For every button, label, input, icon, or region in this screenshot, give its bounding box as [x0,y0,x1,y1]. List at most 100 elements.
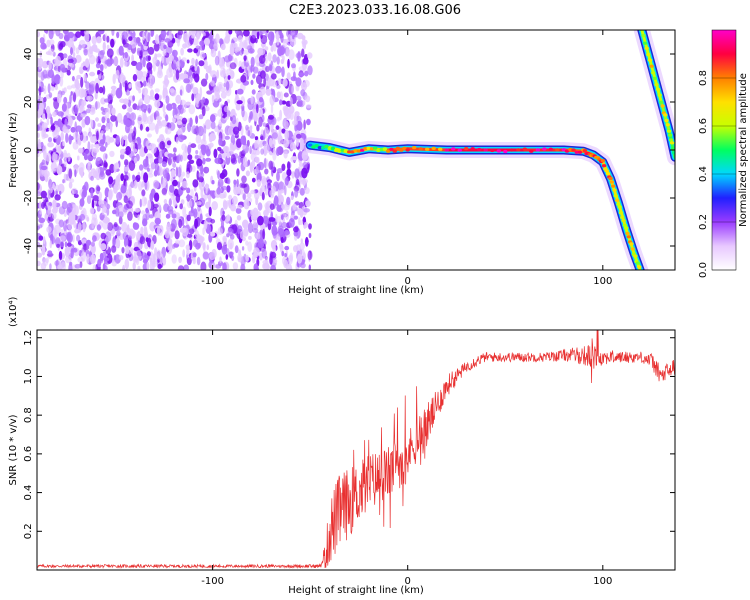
noise-blob [165,95,170,104]
noise-blob [265,88,272,96]
noise-blob [60,41,66,48]
noise-blob [215,158,221,165]
noise-blob [195,45,201,50]
noise-blob [242,156,248,168]
noise-blob [95,55,99,64]
noise-blob [156,249,161,260]
noise-blob [108,136,115,143]
signal-track-speckle [444,148,449,152]
noise-blob [275,125,280,130]
noise-blob [72,234,75,243]
noise-blob [265,65,270,73]
noise-blob [256,31,260,40]
noise-blob [82,221,86,233]
second-track-speckle [642,41,648,45]
noise-blob [229,70,235,80]
noise-blob [48,201,53,207]
noise-blob [259,86,266,96]
noise-blob [160,120,168,127]
noise-blob [47,216,51,224]
signal-track-speckle [457,148,462,152]
noise-blob [86,253,90,264]
noise-blob [159,134,165,140]
noise-blob [298,72,305,77]
noise-blob [307,65,313,76]
noise-blob [62,179,65,184]
noise-blob [102,264,108,270]
noise-blob [41,245,46,256]
noise-blob [54,74,61,85]
noise-blob [262,259,269,265]
noise-blob [219,63,225,70]
noise-blob [37,57,41,66]
noise-blob [236,179,239,188]
noise-blob [306,118,311,126]
noise-blob [81,191,85,200]
noise-blob [304,238,309,244]
noise-blob [270,31,275,43]
noise-blob [288,49,295,61]
noise-blob [54,194,61,201]
noise-blob [195,201,202,206]
noise-blob [100,243,107,251]
spectrogram-y-tick-label: 20 [23,96,34,109]
noise-blob [147,107,151,113]
noise-blob [210,49,217,58]
noise-blob [118,255,124,261]
noise-blob [290,37,297,47]
noise-blob [280,32,284,43]
snr-y-ticks: 0.2 0.4 0.6 0.8 1.0 1.2 [23,330,675,539]
noise-blob [196,32,201,40]
noise-blob [43,74,50,79]
noise-blob [63,96,68,104]
noise-blob [96,205,101,212]
signal-track-speckle [626,235,631,239]
second-track-speckle [668,138,674,142]
noise-blob [60,131,64,141]
noise-blob [202,132,206,142]
noise-blob [136,105,140,111]
noise-blob [194,218,199,229]
noise-blob [295,178,300,186]
signal-track-speckle [612,188,617,192]
second-track-speckle [657,93,662,97]
noise-blob [284,230,290,236]
second-track-speckle [666,129,672,133]
noise-blob [187,144,192,155]
noise-blob [95,82,99,94]
noise-blob [154,217,161,225]
noise-blob [234,45,238,54]
noise-blob [63,149,68,160]
noise-blob [147,133,152,138]
noise-blob [186,163,193,173]
signal-track-speckle [622,223,628,227]
noise-blob [276,56,280,65]
noise-blob [217,170,221,180]
noise-blob [227,75,231,80]
noise-blob [282,256,287,265]
noise-blob [284,245,290,251]
noise-blob [149,192,154,202]
noise-blob [100,64,104,72]
noise-blob [210,70,217,78]
noise-blob [236,88,244,95]
noise-blob [229,62,237,70]
noise-blob [59,77,64,87]
noise-blob [178,218,183,229]
noise-blob [133,180,138,189]
noise-blob [191,125,197,134]
noise-blob [63,158,67,168]
noise-blob [66,85,73,90]
noise-blob [108,188,114,199]
noise-blob [70,47,73,56]
noise-blob [228,228,234,237]
noise-blob [100,130,104,135]
noise-blob [78,44,82,51]
noise-blob [271,225,278,236]
spectrogram-panel: -100 0 100 -40 -20 0 20 40 Height of straight … [8,29,676,296]
noise-blob [302,252,306,260]
noise-blob [118,216,123,225]
noise-blob [40,190,47,199]
noise-blob [41,201,45,209]
noise-blob [118,45,124,56]
